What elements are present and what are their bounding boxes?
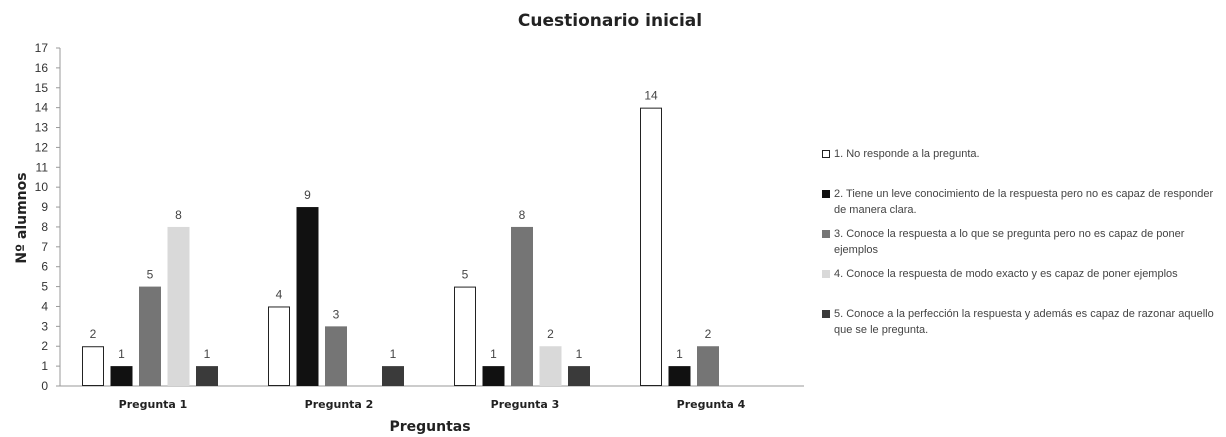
legend-item: 4. Conoce la respuesta de modo exacto y … bbox=[822, 266, 1214, 282]
chart-title: Cuestionario inicial bbox=[518, 11, 702, 31]
bar bbox=[568, 366, 590, 386]
y-tick-label: 12 bbox=[35, 140, 49, 154]
x-axis-title: Preguntas bbox=[389, 419, 470, 435]
bar bbox=[296, 207, 319, 386]
legend-label: 4. Conoce la respuesta de modo exacto y … bbox=[834, 268, 1178, 280]
bar bbox=[539, 346, 562, 386]
legend-swatch bbox=[822, 270, 830, 278]
data-label: 5 bbox=[462, 268, 469, 282]
y-tick-label: 9 bbox=[41, 200, 48, 214]
bar bbox=[82, 346, 104, 386]
x-category-label: Pregunta 1 bbox=[119, 398, 188, 411]
bar bbox=[167, 226, 190, 386]
bar bbox=[697, 346, 719, 386]
legend-swatch bbox=[822, 190, 830, 198]
bar bbox=[110, 366, 133, 386]
y-tick-label: 7 bbox=[41, 240, 48, 254]
data-label: 1 bbox=[204, 347, 211, 361]
data-label: 1 bbox=[490, 347, 497, 361]
y-tick-label: 4 bbox=[41, 299, 48, 313]
data-label: 1 bbox=[390, 347, 397, 361]
x-category-label: Pregunta 2 bbox=[305, 398, 374, 411]
bar bbox=[382, 366, 404, 386]
data-label: 8 bbox=[519, 208, 526, 222]
data-label: 3 bbox=[333, 307, 340, 321]
legend-label: 5. Conoce a la perfección la respuesta y… bbox=[834, 308, 1214, 336]
x-category-label: Pregunta 3 bbox=[491, 398, 560, 411]
bar bbox=[668, 366, 691, 386]
legend-item: 5. Conoce a la perfección la respuesta y… bbox=[822, 306, 1214, 338]
bar bbox=[482, 366, 505, 386]
data-label: 2 bbox=[547, 327, 554, 341]
y-tick-label: 1 bbox=[41, 359, 48, 373]
y-tick-label: 10 bbox=[35, 180, 49, 194]
y-tick-label: 15 bbox=[35, 81, 49, 95]
data-label: 14 bbox=[644, 89, 658, 103]
y-tick-label: 16 bbox=[35, 61, 49, 75]
data-label: 2 bbox=[705, 327, 712, 341]
y-tick-label: 14 bbox=[35, 101, 49, 115]
y-tick-label: 8 bbox=[41, 220, 48, 234]
bar bbox=[511, 226, 533, 386]
bars bbox=[82, 107, 719, 386]
x-category-label: Pregunta 4 bbox=[677, 398, 746, 411]
legend-item: 2. Tiene un leve conocimiento de la resp… bbox=[822, 186, 1214, 218]
legend-item: 3. Conoce la respuesta a lo que se pregu… bbox=[822, 226, 1214, 258]
y-tick-label: 5 bbox=[41, 280, 48, 294]
y-axis-title: Nº alumnos bbox=[14, 172, 30, 263]
bar bbox=[454, 286, 476, 386]
bar bbox=[268, 306, 290, 386]
legend-swatch bbox=[822, 310, 830, 318]
data-label: 1 bbox=[118, 347, 125, 361]
bar bbox=[325, 326, 347, 386]
data-label: 4 bbox=[276, 287, 283, 301]
legend-label: 1. No responde a la pregunta. bbox=[834, 148, 980, 160]
data-label: 1 bbox=[676, 347, 683, 361]
bar bbox=[196, 366, 218, 386]
data-label: 8 bbox=[175, 208, 182, 222]
data-label: 2 bbox=[90, 327, 97, 341]
y-tick-label: 17 bbox=[35, 41, 49, 55]
y-tick-label: 3 bbox=[41, 319, 48, 333]
legend-item: 1. No responde a la pregunta. bbox=[822, 146, 1214, 162]
x-category-labels: Pregunta 1 Pregunta 2 Pregunta 3 Pregunta 4 bbox=[119, 398, 746, 411]
data-label: 5 bbox=[147, 268, 154, 282]
bar bbox=[139, 286, 161, 386]
bar bbox=[640, 107, 662, 386]
legend-swatch bbox=[822, 230, 830, 238]
data-label: 9 bbox=[304, 188, 311, 202]
y-tick-label: 0 bbox=[41, 379, 48, 393]
y-tick-label: 6 bbox=[41, 260, 48, 274]
data-label: 1 bbox=[576, 347, 583, 361]
y-tick-label: 11 bbox=[36, 160, 49, 174]
legend-swatch bbox=[822, 150, 830, 158]
legend-label: 2. Tiene un leve conocimiento de la resp… bbox=[834, 188, 1214, 216]
y-tick-label: 13 bbox=[35, 121, 49, 135]
legend-label: 3. Conoce la respuesta a lo que se pregu… bbox=[834, 228, 1185, 256]
y-tick-label: 2 bbox=[41, 339, 48, 353]
